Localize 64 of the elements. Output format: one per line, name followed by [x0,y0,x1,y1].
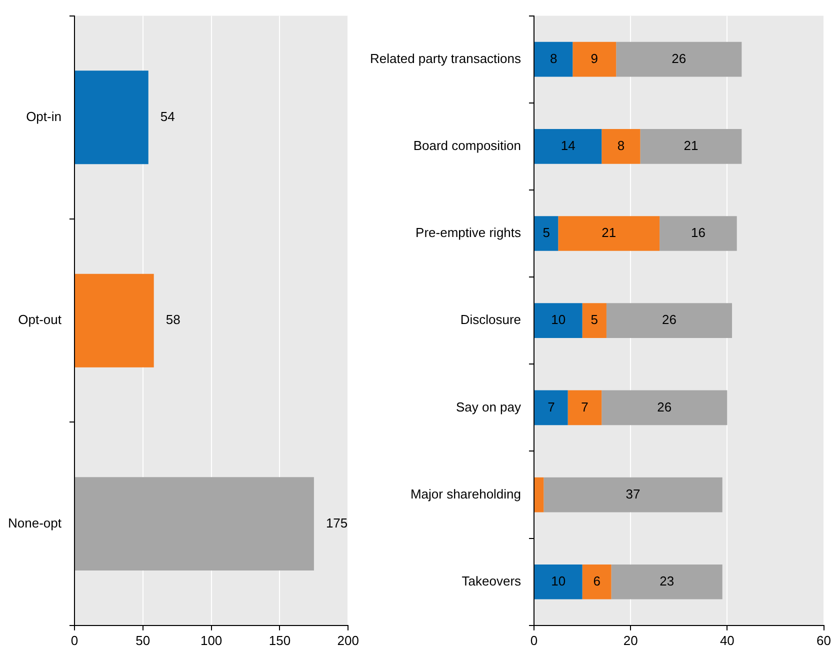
bar [568,390,602,426]
bar [534,564,582,600]
bar [558,216,660,251]
bar [534,216,558,251]
data-label: 9 [590,50,598,66]
data-label: 14 [560,138,576,154]
x-tick-label: 100 [200,632,222,648]
x-tick-label: 0 [530,632,538,648]
data-label: 7 [548,399,555,414]
x-tick-label: 150 [268,632,291,648]
x-tick-label: 50 [136,632,150,648]
data-label: 23 [660,573,674,588]
x-tick-label: 40 [720,632,734,648]
data-label: 26 [672,50,686,66]
bar [534,129,602,164]
bar [611,564,722,600]
y-tick-label: Disclosure [460,312,522,328]
data-label: 10 [551,312,566,328]
bar [602,390,728,426]
bar [582,564,612,600]
data-label: 8 [550,50,558,66]
data-label: 37 [626,486,640,502]
data-label: 7 [581,399,588,414]
data-label: 54 [160,108,175,124]
y-tick-label: Board composition [413,138,522,154]
data-label: 58 [166,312,180,328]
bar [534,390,568,426]
y-tick-label: Opt-out [18,312,62,328]
bar [534,477,544,512]
y-tick-label: Takeovers [462,573,522,588]
data-label: 16 [690,225,706,240]
x-tick-label: 60 [816,632,832,648]
bar [534,303,582,338]
data-label: 21 [684,138,698,154]
bar [616,42,742,77]
bar [606,303,732,338]
x-tick-label: 20 [623,632,638,648]
data-label: 5 [590,312,598,328]
data-label: 5 [542,225,550,240]
data-label: 26 [657,399,672,414]
bar [640,129,742,164]
y-tick-label: Related party transactions [370,50,522,66]
y-tick-label: Major shareholding [410,486,522,502]
data-label: 8 [617,138,625,154]
x-tick-label: 0 [70,632,78,648]
bar [74,70,148,164]
y-tick-label: None-opt [8,515,62,530]
data-label: 175 [326,515,348,530]
bar [534,42,573,77]
y-tick-label: Say on pay [456,399,522,414]
y-tick-label: Opt-in [26,108,62,124]
data-label: 21 [602,225,616,240]
bar [544,477,722,512]
data-label: 10 [551,573,566,588]
y-tick-label: Pre-emptive rights [416,225,522,240]
bar [660,216,737,251]
x-tick-label: 200 [337,632,360,648]
bar [602,129,640,164]
data-label: 26 [662,312,676,328]
bar [74,274,154,368]
bar [582,303,606,338]
bar [74,477,314,571]
bar [572,42,616,77]
data-label: 6 [593,573,600,588]
